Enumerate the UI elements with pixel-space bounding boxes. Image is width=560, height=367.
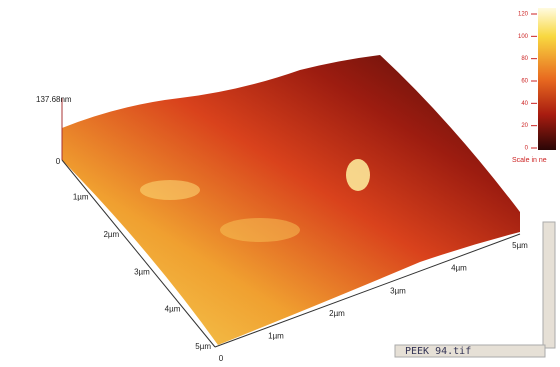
left-axis-label: 2µm xyxy=(103,230,119,239)
colorbar-tick-label: 60 xyxy=(521,79,528,85)
ridge xyxy=(220,218,300,242)
left-axis-label: 4µm xyxy=(165,305,181,314)
left-axis-label: 5µm xyxy=(195,342,211,351)
colorbar-tick-label: 40 xyxy=(521,101,528,107)
front-axis-label: 4µm xyxy=(451,264,467,273)
front-axis-label: 5µm xyxy=(512,241,528,250)
left-axis-label: 1µm xyxy=(73,193,89,202)
colorbar-tick-label: 120 xyxy=(518,12,529,18)
colorbar-tick-label: 20 xyxy=(521,123,528,129)
filename: PEEK 94.tif xyxy=(405,346,471,357)
front-axis-label: 3µm xyxy=(390,286,406,295)
peak xyxy=(346,159,370,191)
colorbar-caption: Scale in ne xyxy=(512,157,547,164)
scrollbar[interactable] xyxy=(543,222,555,348)
colorbar xyxy=(538,8,556,150)
colorbar-tick-label: 80 xyxy=(521,56,528,62)
front-axis-label: 2µm xyxy=(329,309,345,318)
afm-view: 137.68nm 0 1µm 2µm 3µm 4µm 5µm 0 1µm 2µm 3µm 4µm 5µ… xyxy=(0,0,560,367)
ridge xyxy=(140,180,200,200)
front-axis-label: 0 xyxy=(219,354,224,363)
left-axis-label: 3µm xyxy=(134,267,150,276)
front-axis-label: 1µm xyxy=(268,332,284,341)
height-label: 137.68nm xyxy=(36,95,72,104)
colorbar-tick-label: 100 xyxy=(518,34,529,40)
left-axis-label: 0 xyxy=(56,157,61,166)
